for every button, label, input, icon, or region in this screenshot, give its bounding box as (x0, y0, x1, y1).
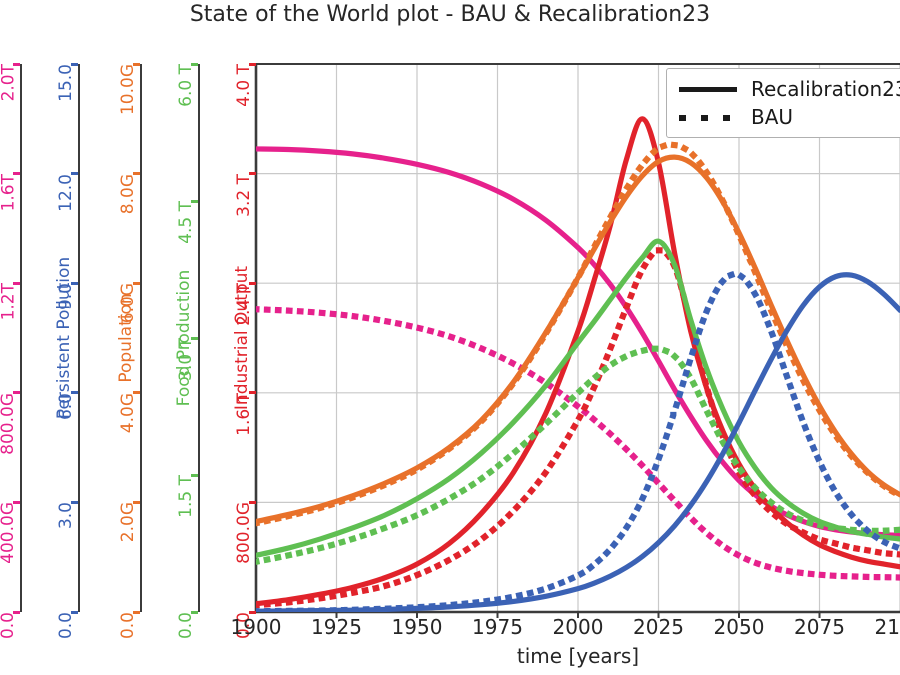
axis-tick-label: 4.5 T (176, 201, 196, 244)
x-tick-label: 2025 (633, 615, 684, 639)
axis-title: Population (116, 293, 136, 383)
legend-label: BAU (751, 105, 794, 129)
axis-tick-mark (13, 500, 20, 504)
legend-label: Recalibration23 (751, 77, 900, 101)
x-tick-label: 1925 (311, 615, 362, 639)
axis-tick-label: 10.0G (118, 64, 138, 116)
x-tick-label: 2075 (794, 615, 845, 639)
axis-spine (20, 64, 22, 612)
axis-tick-label: 6.0 T (176, 64, 196, 107)
axis-spine (198, 64, 200, 612)
axis-tick-mark (249, 500, 256, 504)
axis-tick-label: 3.0 (56, 502, 76, 530)
axis-tick-mark (249, 172, 256, 176)
axis-tick-mark (13, 610, 20, 614)
axis-tick-label: 400.0G (0, 502, 18, 565)
axis-tick-mark (133, 391, 140, 395)
axis-tick-mark (191, 610, 198, 614)
legend-dot (679, 115, 686, 121)
x-tick-label: 2050 (713, 615, 765, 639)
axis-tick-mark (71, 62, 78, 66)
axis-tick-mark (133, 172, 140, 176)
legend-swatch-solid (677, 79, 739, 99)
series-population-recalibration23 (256, 154, 900, 525)
axis-tick-mark (71, 172, 78, 176)
axis-spine (140, 64, 142, 612)
axis-tick-mark (133, 62, 140, 66)
series-persistent-pollution-recalibration23 (256, 272, 900, 612)
axis-tick-mark (133, 610, 140, 614)
axis-tick-label: 15.0 (56, 64, 76, 102)
axis-tick-mark (71, 281, 78, 285)
axis-tick-mark (71, 500, 78, 504)
x-tick-label: 1950 (391, 615, 443, 639)
axis-tick-label: 4.0 T (234, 64, 254, 107)
legend-dot (701, 115, 708, 121)
axis-tick-label: 800.0G (0, 392, 18, 455)
axis-tick-mark (71, 610, 78, 614)
series-population-bau (256, 141, 900, 527)
legend-solid-line (679, 87, 737, 92)
axis-tick-label: 2.0G (118, 502, 138, 543)
chart-title: State of the World plot - BAU & Recalibr… (189, 2, 711, 27)
axis-tick-label: 3.2 T (234, 173, 254, 217)
axis-tick-mark (13, 62, 20, 66)
axis-tick-mark (13, 172, 20, 176)
axis-tick-label: 12.0 (56, 173, 76, 212)
axis-title: Food Production (174, 269, 194, 407)
axis-tick-mark (13, 391, 20, 395)
series-nonrenewable-resources-bau (256, 306, 900, 581)
axis-tick-mark (133, 281, 140, 285)
series-persistent-pollution-bau (256, 271, 900, 612)
axis-tick-label: 0.0 (176, 612, 196, 640)
chart-legend: Recalibration23 BAU (666, 68, 900, 138)
legend-dot (723, 115, 730, 121)
x-tick-label: 2000 (552, 615, 604, 639)
axis-tick-label: 4.0G (118, 392, 138, 434)
axis-tick-mark (249, 281, 256, 285)
axis-tick-mark (249, 391, 256, 395)
axis-tick-mark (71, 391, 78, 395)
axis-tick-label: 800.0G (234, 502, 254, 565)
x-axis-label: time [years] (516, 644, 640, 668)
axis-tick-label: 1.2T (0, 283, 18, 321)
axis-tick-label: 1.6T (0, 173, 18, 212)
axis-title: Persistent Pollution (54, 256, 74, 420)
x-tick-label: 1900 (230, 615, 282, 639)
axis-tick-mark (249, 610, 256, 614)
axis-tick-label: 0.0 (56, 612, 76, 640)
axis-tick-label: 1.5 T (176, 475, 196, 518)
x-tick-label: 1975 (472, 615, 523, 639)
axis-spine (78, 64, 80, 612)
x-tick-label: 2100 (874, 615, 900, 639)
axis-tick-mark (13, 281, 20, 285)
series-industrial-output-bau (256, 247, 900, 609)
axis-tick-mark (191, 62, 198, 66)
axis-tick-mark (133, 500, 140, 504)
axis-tick-label: 8.0G (118, 173, 138, 214)
axis-tick-mark (191, 199, 198, 203)
axis-title: Industrial Output (232, 265, 252, 411)
axis-tick-label: 2.0T (0, 64, 18, 102)
axis-tick-mark (191, 473, 198, 477)
legend-item: Recalibration23 (677, 75, 900, 103)
axis-tick-mark (191, 336, 198, 340)
series-food-production-recalibration23 (256, 238, 900, 558)
series-food-production-bau (256, 345, 900, 565)
legend-item: BAU (677, 103, 900, 131)
legend-swatch-dotted (677, 107, 739, 127)
axis-tick-label: 0.0 (0, 612, 18, 640)
axis-tick-mark (249, 62, 256, 66)
axis-tick-label: 0.0 (118, 612, 138, 640)
